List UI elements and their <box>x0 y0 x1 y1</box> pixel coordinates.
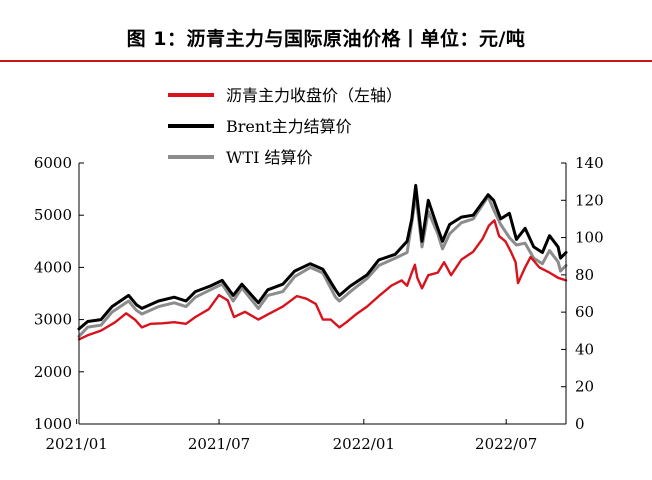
legend-label-0: 沥青主力收盘价（左轴） <box>226 86 402 105</box>
series-line-2 <box>77 193 568 338</box>
axes-layer: 1000 2000 3000 4000 5000 6000 0 20 40 60 80 100 120 1… <box>34 154 604 453</box>
series-line-1 <box>77 183 568 331</box>
legend-label-1: Brent主力结算价 <box>226 117 352 136</box>
series-line-0 <box>77 219 568 341</box>
right-tick-label: 80 <box>575 266 594 284</box>
right-tick-label: 60 <box>575 303 594 321</box>
left-tick-label: 3000 <box>34 311 72 329</box>
x-tick-label: 2021/07 <box>188 435 250 453</box>
x-tick-label: 2022/01 <box>333 435 395 453</box>
left-tick-label: 5000 <box>34 206 72 224</box>
x-tick-label: 2022/07 <box>475 435 537 453</box>
right-tick-label: 40 <box>575 340 594 358</box>
title-divider <box>0 60 652 62</box>
right-tick-label: 100 <box>575 229 604 247</box>
right-tick-label: 140 <box>575 154 604 172</box>
left-tick-label: 6000 <box>34 154 72 172</box>
legend-label-2: WTI 结算价 <box>226 148 313 167</box>
left-tick-label: 2000 <box>34 363 72 381</box>
chart-title: 图 1：沥青主力与国际原油价格丨单位：元/吨 <box>126 28 526 50</box>
x-tick-label: 2021/01 <box>45 435 107 453</box>
series-layer <box>77 183 568 341</box>
right-tick-label: 20 <box>575 378 594 396</box>
right-tick-label: 120 <box>575 191 604 209</box>
left-tick-label: 1000 <box>34 415 72 433</box>
right-tick-label: 0 <box>575 415 585 433</box>
legend: 沥青主力收盘价（左轴） Brent主力结算价 WTI 结算价 <box>168 86 402 167</box>
left-tick-label: 4000 <box>34 258 72 276</box>
